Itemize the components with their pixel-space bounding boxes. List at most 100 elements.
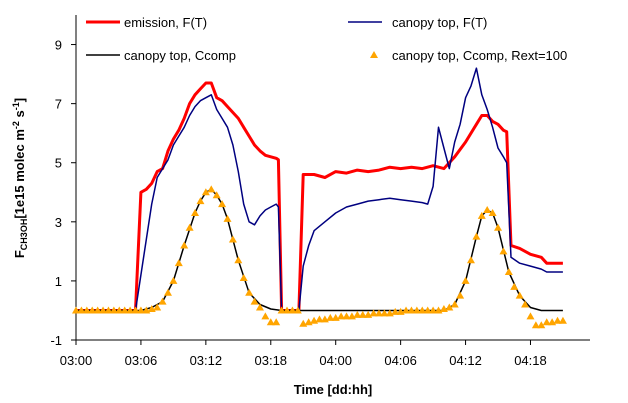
y-tick-label: 9 [55, 38, 62, 53]
data-point [163, 288, 172, 296]
data-point [337, 312, 346, 320]
data-point [99, 306, 108, 314]
data-point [504, 268, 513, 276]
y-tick-label: 7 [55, 97, 62, 112]
series-line-canopy-top-f-t [76, 67, 563, 312]
data-point [353, 310, 362, 318]
data-point [136, 306, 145, 314]
data-point [537, 321, 546, 329]
data-point [483, 206, 492, 213]
data-point [131, 306, 140, 314]
x-tick-label: 04:18 [514, 353, 547, 368]
x-axis-title: Time [dd:hh] [294, 382, 372, 397]
series-layer [72, 67, 567, 329]
x-tick-label: 03:12 [190, 353, 223, 368]
data-point [477, 211, 486, 219]
data-point [266, 318, 275, 326]
x-tick-label: 03:06 [125, 353, 158, 368]
plot-area: -1 1 3 5 7 9 03:00 03:06 03:12 03:18 04:00 04:06 04… [50, 15, 590, 368]
data-point [174, 259, 183, 267]
y-tick-label: 1 [55, 274, 62, 289]
data-point [450, 300, 459, 308]
data-point [120, 306, 129, 314]
data-point [158, 297, 167, 305]
data-point [402, 306, 411, 314]
data-point [472, 232, 481, 240]
data-point [494, 223, 503, 231]
y-ticks: -1 1 3 5 7 9 [50, 38, 76, 348]
data-point [239, 273, 248, 281]
y-tick-label: 3 [55, 215, 62, 230]
y-axis-title-main: F [12, 250, 27, 258]
data-point [515, 291, 524, 299]
data-point [510, 282, 519, 290]
data-point [466, 256, 475, 264]
y-tick-label: -1 [50, 333, 62, 348]
data-point [255, 303, 264, 311]
data-point [553, 316, 562, 324]
series-line-canopy-top-ccomp [76, 188, 563, 312]
data-point [169, 276, 178, 284]
x-tick-label: 04:06 [384, 353, 417, 368]
data-point [342, 312, 351, 320]
data-point [407, 306, 416, 314]
data-point [115, 306, 124, 314]
data-point [558, 316, 567, 324]
data-point [412, 306, 421, 314]
y-axis-title-sup1: -2 [11, 121, 21, 129]
legend-label-rext100: canopy top, Ccomp, Rext=100 [392, 48, 567, 63]
x-tick-label: 04:12 [449, 353, 482, 368]
data-point [374, 309, 383, 317]
data-point [234, 256, 243, 264]
data-point [207, 185, 216, 193]
legend-label-canopy-top-ccomp: canopy top, Ccomp [124, 48, 236, 63]
y-axis-title-unit-b: s [12, 110, 27, 121]
legend-label-emission: emission, F(T) [124, 15, 207, 30]
legend: emission, F(T) canopy top, F(T) canopy t… [86, 15, 567, 63]
data-point [526, 312, 535, 320]
data-point [272, 318, 281, 326]
data-point [104, 306, 113, 314]
data-point [531, 321, 540, 329]
data-point [261, 312, 270, 320]
y-tick-label: 5 [55, 156, 62, 171]
data-point [418, 306, 427, 314]
data-point [93, 306, 102, 314]
data-point [191, 208, 200, 216]
x-ticks: 03:00 03:06 03:12 03:18 04:00 04:06 04:12 04:18 [60, 340, 547, 368]
data-point [461, 276, 470, 284]
data-point [488, 208, 497, 216]
data-point [277, 306, 286, 314]
y-axis-title-unit-a: [1e15 molec m [12, 129, 27, 219]
data-point [185, 223, 194, 231]
data-point [245, 288, 254, 296]
data-point [77, 306, 86, 314]
data-point [326, 313, 335, 321]
data-point [391, 307, 400, 315]
data-point [109, 306, 118, 314]
data-point [542, 318, 551, 326]
data-point [196, 197, 205, 205]
data-point [201, 188, 210, 196]
legend-label-canopy-top-ft: canopy top, F(T) [392, 15, 487, 30]
data-point [521, 300, 530, 308]
y-axis-title-sub: CH3OH [19, 219, 29, 251]
data-point [423, 306, 432, 314]
series-markers-canopy-top-ccomp-rext-100 [72, 185, 567, 329]
data-point [126, 306, 135, 314]
data-point [293, 306, 302, 314]
x-tick-label: 03:00 [60, 353, 93, 368]
data-point [180, 241, 189, 249]
data-point [358, 310, 367, 318]
data-point [250, 297, 259, 305]
data-point [429, 306, 438, 314]
data-point [315, 315, 324, 323]
data-point [228, 235, 237, 243]
x-tick-label: 03:18 [255, 353, 288, 368]
legend-marker-rext100 [370, 51, 378, 58]
data-point [212, 191, 221, 199]
data-point [72, 306, 80, 314]
data-point [456, 291, 465, 299]
data-point [445, 303, 454, 311]
